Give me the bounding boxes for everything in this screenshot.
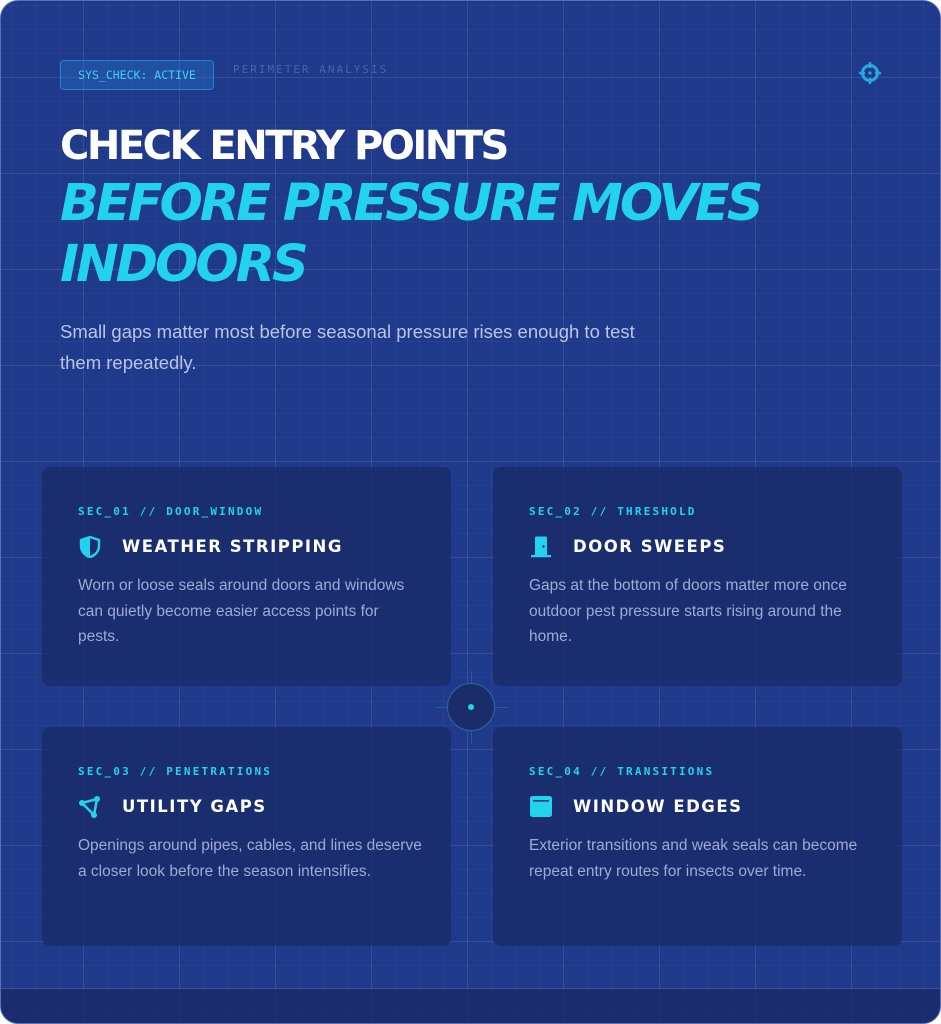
footer-band bbox=[1, 988, 940, 1023]
page-subtitle: Small gaps matter most before seasonal p… bbox=[60, 321, 635, 373]
card-description: Worn or loose seals around doors and win… bbox=[78, 577, 405, 645]
crosshair-icon[interactable] bbox=[858, 61, 882, 85]
window-icon bbox=[530, 796, 552, 817]
shield-icon bbox=[79, 535, 101, 559]
card-tag: SEC_01 // DOOR_WINDOW bbox=[78, 505, 264, 518]
card-utility-gaps: SEC_03 // PENETRATIONS UTILITY GAPS Open… bbox=[42, 727, 451, 946]
center-hub bbox=[447, 683, 495, 731]
door-icon bbox=[531, 536, 551, 558]
card-title: WEATHER STRIPPING bbox=[122, 537, 343, 556]
breadcrumb: PERIMETER ANALYSIS bbox=[233, 63, 389, 76]
page-title: CHECK ENTRY POINTS bbox=[60, 123, 509, 169]
card-description: Exterior transitions and weak seals can … bbox=[529, 837, 858, 880]
card-tag: SEC_04 // TRANSITIONS bbox=[529, 765, 715, 778]
card-description: Openings around pipes, cables, and lines… bbox=[78, 837, 422, 880]
card-weather-stripping: SEC_01 // DOOR_WINDOW WEATHER STRIPPING … bbox=[42, 467, 451, 686]
card-description: Gaps at the bottom of doors matter more … bbox=[529, 577, 847, 645]
card-title: UTILITY GAPS bbox=[122, 797, 267, 816]
page-title-accent: BEFORE PRESSURE MOVES INDOORS bbox=[60, 174, 764, 294]
card-title: DOOR SWEEPS bbox=[573, 537, 727, 556]
card-title: WINDOW EDGES bbox=[573, 797, 743, 816]
card-door-sweeps: SEC_02 // THRESHOLD DOOR SWEEPS Gaps at … bbox=[493, 467, 902, 686]
hub-dot bbox=[468, 704, 474, 710]
status-badge: SYS_CHECK: ACTIVE bbox=[60, 60, 214, 90]
network-icon bbox=[79, 796, 100, 818]
card-tag: SEC_02 // THRESHOLD bbox=[529, 505, 697, 518]
card-tag: SEC_03 // PENETRATIONS bbox=[78, 765, 273, 778]
card-window-edges: SEC_04 // TRANSITIONS WINDOW EDGES Exter… bbox=[493, 727, 902, 946]
